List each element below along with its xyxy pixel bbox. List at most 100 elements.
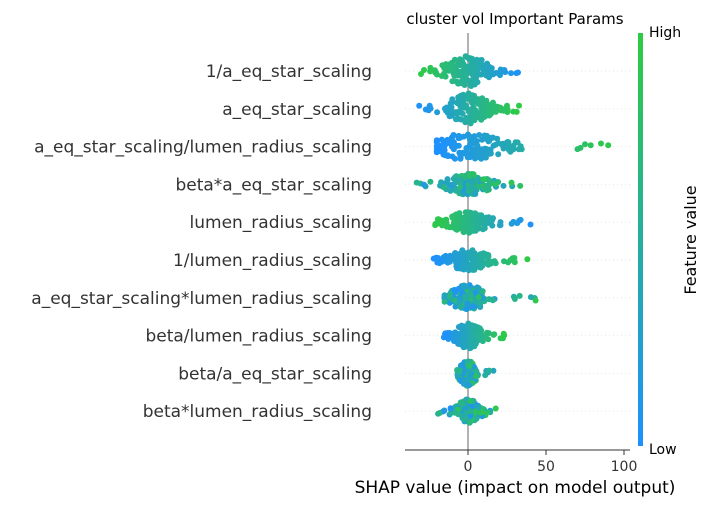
shap-point <box>482 331 489 338</box>
shap-point <box>433 220 440 227</box>
shap-point <box>463 145 470 152</box>
shap-point <box>433 137 440 144</box>
shap-point <box>413 179 420 186</box>
shap-point <box>452 155 458 162</box>
shap-point <box>475 404 482 411</box>
shap-point <box>465 95 472 102</box>
shap-point <box>449 96 456 103</box>
shap-point <box>477 329 484 335</box>
shap-point <box>492 181 499 188</box>
shap-point <box>478 259 485 266</box>
x-tick-label: 100 <box>611 459 638 475</box>
shap-point <box>457 399 464 406</box>
shap-point <box>500 145 507 152</box>
shap-point <box>455 115 462 122</box>
shap-point <box>582 141 588 148</box>
shap-point <box>448 63 455 70</box>
shap-point <box>471 78 477 84</box>
feature-label: beta/a_eq_star_scaling <box>178 364 372 384</box>
shap-point <box>473 368 480 375</box>
shap-point <box>482 102 489 109</box>
shap-point <box>444 177 451 183</box>
shap-point <box>605 142 612 149</box>
shap-point <box>460 75 467 82</box>
shap-point <box>462 283 469 290</box>
shap-point <box>475 294 482 301</box>
shap-point <box>466 341 473 348</box>
shap-point <box>458 176 464 183</box>
shap-point <box>513 108 520 115</box>
colorbar-low-label: Low <box>649 442 677 458</box>
shap-point <box>422 106 429 113</box>
shap-point <box>476 176 483 183</box>
shap-point <box>470 99 477 106</box>
shap-point <box>490 367 497 374</box>
shap-point <box>527 221 534 228</box>
shap-point <box>464 149 471 156</box>
shap-point <box>467 412 474 419</box>
shap-point <box>517 182 524 189</box>
shap-point <box>518 146 525 153</box>
shap-point <box>492 405 499 412</box>
shap-point <box>483 111 490 118</box>
shap-point <box>490 142 497 149</box>
shap-point <box>462 222 469 229</box>
feature-label: beta/lumen_radius_scaling <box>145 327 372 347</box>
shap-point <box>455 60 462 67</box>
shap-point <box>455 142 462 149</box>
shap-point <box>500 182 507 189</box>
shap-point <box>451 297 458 304</box>
shap-point <box>511 255 518 261</box>
x-tick-label: 0 <box>464 459 473 475</box>
shap-point <box>577 144 584 151</box>
shap-point <box>511 296 518 302</box>
shap-point <box>448 134 455 141</box>
shap-point <box>462 214 469 221</box>
shap-point <box>416 102 423 109</box>
shap-point <box>466 114 473 121</box>
shap-point <box>461 334 468 341</box>
shap-point <box>488 66 495 73</box>
shap-point <box>479 136 485 143</box>
shap-point <box>474 221 480 228</box>
shap-point <box>508 70 514 77</box>
shap-point <box>461 294 468 301</box>
shap-point <box>434 109 441 116</box>
shap-point <box>472 107 479 114</box>
shap-point <box>436 410 443 416</box>
shap-point <box>524 256 531 263</box>
shap-point <box>464 300 471 307</box>
shap-point <box>445 153 451 160</box>
shap-point <box>454 110 460 117</box>
feature-label: a_eq_star_scaling <box>222 100 372 120</box>
shap-point <box>480 176 487 183</box>
shap-point <box>476 132 483 138</box>
shap-point <box>471 186 478 193</box>
shap-point <box>418 71 424 77</box>
shap-point <box>486 137 493 144</box>
shap-point <box>456 369 463 375</box>
shap-point <box>460 61 467 68</box>
shap-point <box>483 132 490 139</box>
shap-point <box>457 362 464 369</box>
shap-point <box>480 215 487 222</box>
shap-point <box>480 294 487 301</box>
shap-point <box>508 143 515 150</box>
colorbar-title: Feature value <box>681 185 700 294</box>
shap-point <box>482 372 489 379</box>
shap-point <box>497 72 503 79</box>
shap-point <box>457 154 464 161</box>
shap-point <box>447 292 453 299</box>
shap-point <box>497 222 504 229</box>
shap-point <box>465 267 472 274</box>
shap-point <box>460 412 467 419</box>
feature-labels: 1/a_eq_star_scaling a_eq_star_scaling a_eq… <box>31 62 372 422</box>
shap-point <box>442 330 449 337</box>
shap-point <box>437 182 444 189</box>
shap-point <box>453 187 459 194</box>
shap-point <box>433 143 440 149</box>
feature-label: a_eq_star_scaling/lumen_radius_scaling <box>34 138 372 158</box>
shap-point <box>453 99 460 106</box>
shap-point <box>458 105 465 112</box>
shap-point <box>480 70 487 77</box>
